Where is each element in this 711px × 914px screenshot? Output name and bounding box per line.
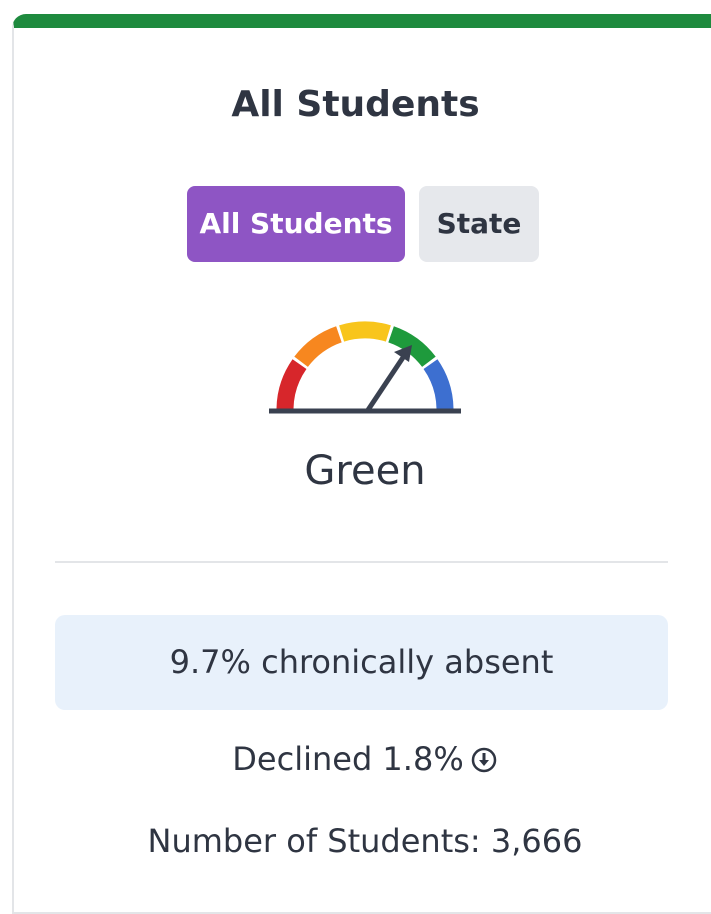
gauge-needle-head	[394, 345, 412, 362]
gauge-segment	[294, 326, 342, 368]
gauge-segment	[388, 326, 436, 368]
down-icon	[471, 747, 496, 773]
card	[12, 14, 711, 914]
page: All Students All Students State Green 9.…	[0, 14, 711, 914]
stat-text: 9.7% chronically absent	[169, 643, 554, 681]
gauge-icon	[269, 321, 461, 414]
change-text: Declined 1.8%	[232, 740, 464, 778]
gauge-needle	[365, 354, 407, 412]
divider	[55, 561, 668, 563]
gauge-segment	[276, 359, 307, 410]
change-row: Declined 1.8%	[0, 740, 711, 778]
card-title: All Students	[231, 84, 480, 125]
gauge-segment	[339, 321, 391, 342]
gauge-segment	[423, 359, 454, 410]
stat-box: 9.7% chronically absent	[55, 615, 668, 710]
tab[interactable]: State	[419, 186, 539, 262]
tab-active[interactable]: All Students	[187, 186, 405, 262]
gauge-label: Green	[304, 448, 426, 494]
student-count: Number of Students: 3,666	[147, 822, 583, 860]
